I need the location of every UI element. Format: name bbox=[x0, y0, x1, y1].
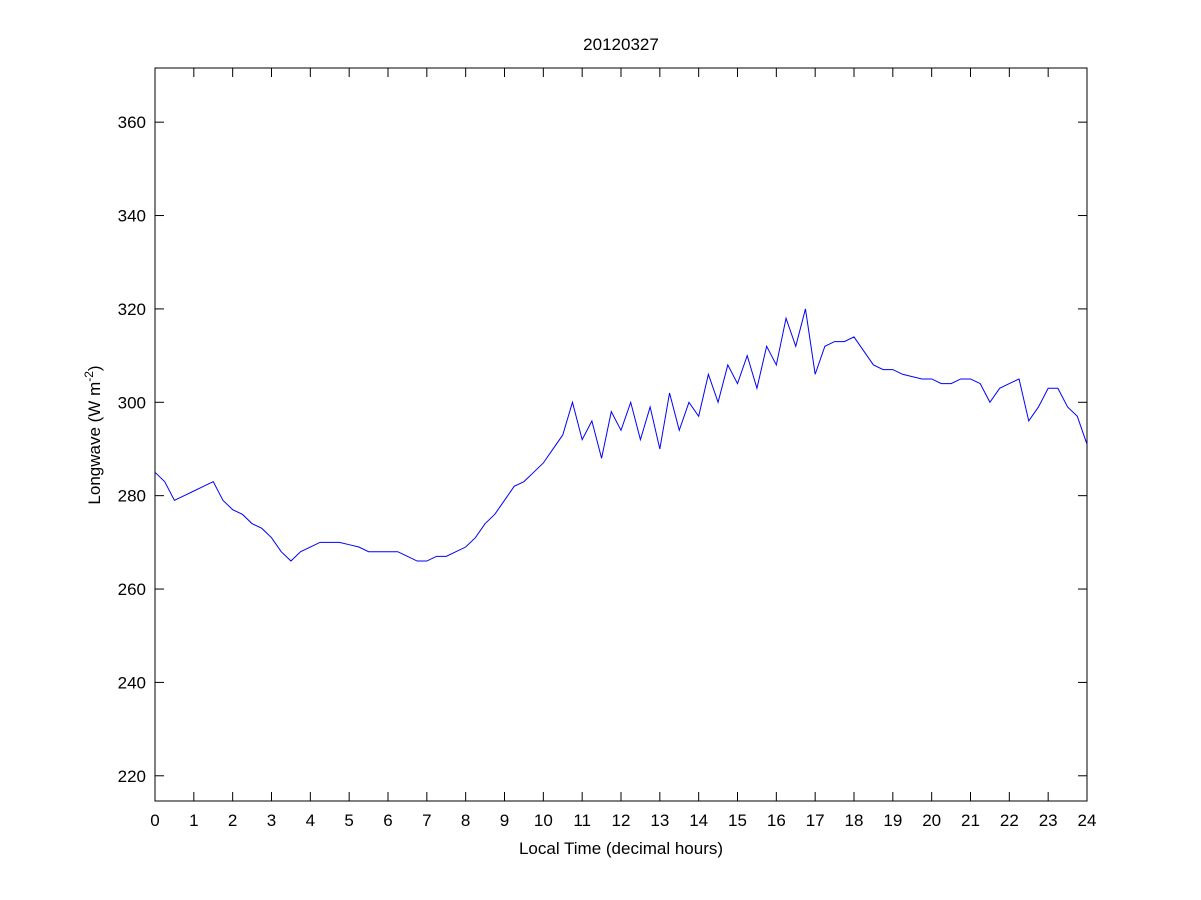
x-tick-label: 15 bbox=[728, 811, 747, 830]
x-tick-label: 4 bbox=[306, 811, 315, 830]
x-tick-label: 1 bbox=[189, 811, 198, 830]
y-tick-label: 300 bbox=[118, 393, 146, 412]
x-tick-label: 19 bbox=[883, 811, 902, 830]
y-tick-label: 280 bbox=[118, 487, 146, 506]
x-tick-label: 12 bbox=[612, 811, 631, 830]
x-tick-label: 8 bbox=[461, 811, 470, 830]
x-tick-label: 22 bbox=[1000, 811, 1019, 830]
data-line bbox=[154, 308, 1088, 562]
y-axis-label-superscript: -2 bbox=[82, 371, 96, 382]
x-tick-label: 11 bbox=[573, 811, 591, 830]
x-tick-label: 5 bbox=[344, 811, 353, 830]
x-tick-label: 14 bbox=[689, 811, 708, 830]
x-tick-label: 17 bbox=[806, 811, 825, 830]
y-tick-label: 260 bbox=[118, 580, 146, 599]
x-tick-label: 21 bbox=[961, 811, 980, 830]
x-tick-label: 18 bbox=[845, 811, 864, 830]
x-tick-label: 0 bbox=[150, 811, 159, 830]
y-axis-label-suffix: ) bbox=[85, 365, 104, 371]
x-axis-label: Local Time (decimal hours) bbox=[519, 839, 723, 858]
y-tick-label: 220 bbox=[118, 767, 146, 786]
x-tick-label: 6 bbox=[383, 811, 392, 830]
x-tick-label: 2 bbox=[228, 811, 237, 830]
x-tick-label: 13 bbox=[650, 811, 669, 830]
x-tick-label: 24 bbox=[1078, 811, 1097, 830]
x-tick-label: 20 bbox=[922, 811, 941, 830]
x-tick-label: 9 bbox=[500, 811, 509, 830]
x-tick-label: 7 bbox=[422, 811, 431, 830]
y-axis-label: Longwave (W m-2) bbox=[82, 365, 104, 504]
x-tick-label: 3 bbox=[267, 811, 276, 830]
x-tick-label: 23 bbox=[1039, 811, 1058, 830]
y-axis-label-text: Longwave (W m bbox=[85, 382, 104, 505]
y-tick-label: 240 bbox=[118, 673, 146, 692]
y-tick-label: 360 bbox=[118, 113, 146, 132]
plot-frame bbox=[154, 67, 1088, 802]
x-tick-label: 16 bbox=[767, 811, 786, 830]
y-tick-label: 340 bbox=[118, 207, 146, 226]
x-tick-label: 10 bbox=[534, 811, 553, 830]
chart-title: 20120327 bbox=[583, 35, 659, 54]
y-tick-label: 320 bbox=[118, 300, 146, 319]
